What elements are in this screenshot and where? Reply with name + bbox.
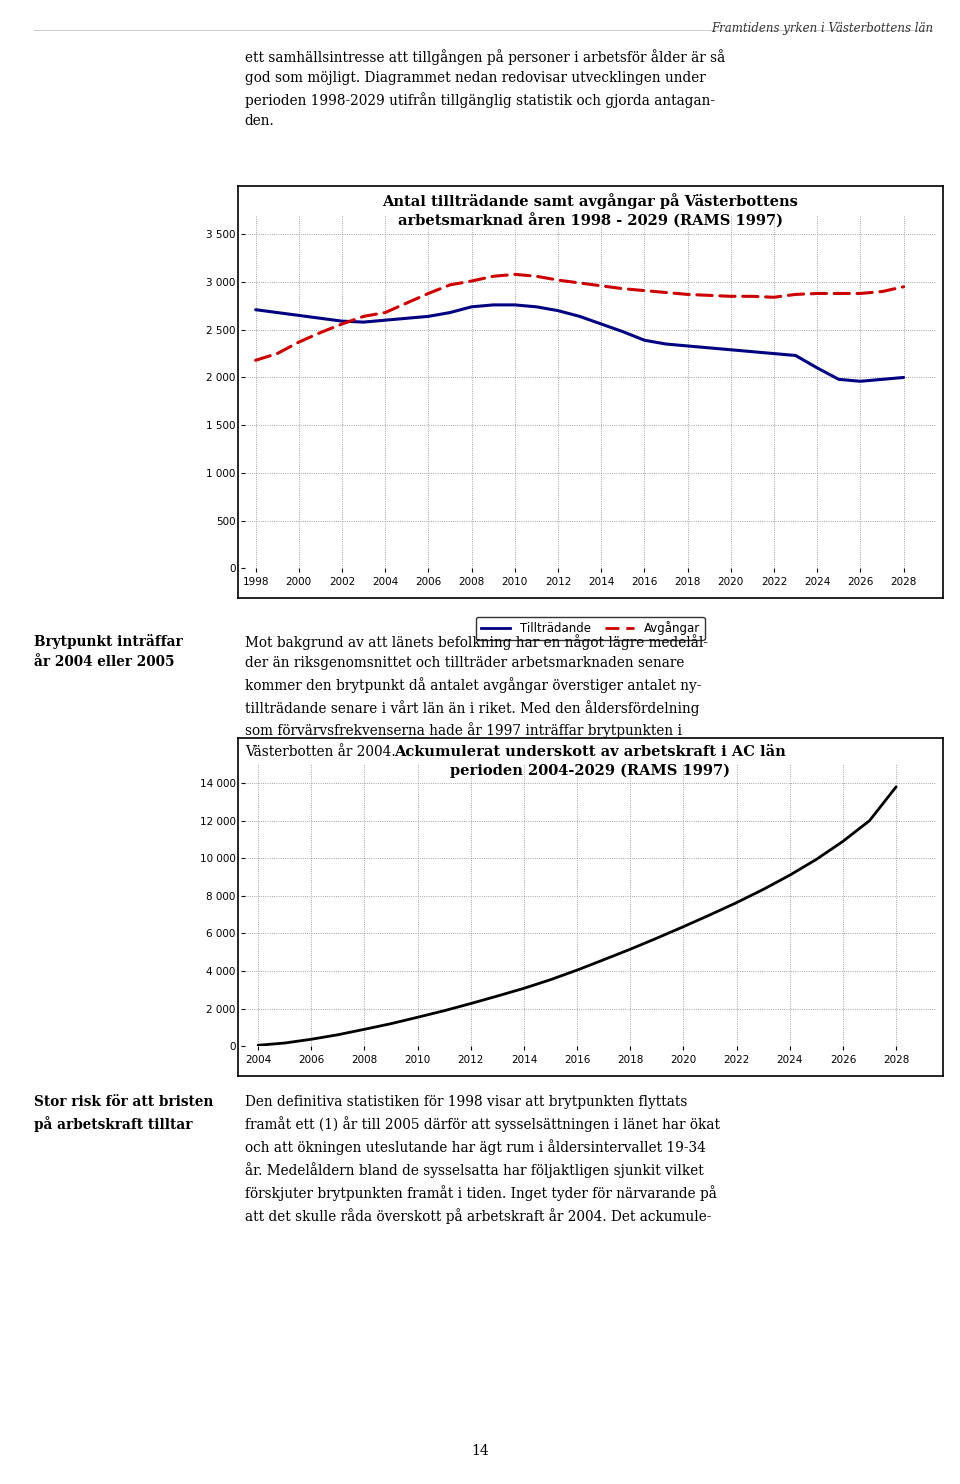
Text: Ackumulerat underskott av arbetskraft i AC län
perioden 2004-2029 (RAMS 1997): Ackumulerat underskott av arbetskraft i … bbox=[395, 745, 786, 778]
Text: ett samhällsintresse att tillgången på personer i arbetsför ålder är så
god som : ett samhällsintresse att tillgången på p… bbox=[245, 49, 725, 128]
Text: Mot bakgrund av att länets befolkning har en något lägre medelål-
der än riksgen: Mot bakgrund av att länets befolkning ha… bbox=[245, 634, 708, 758]
Text: Framtidens yrken i Västerbottens län: Framtidens yrken i Västerbottens län bbox=[711, 22, 933, 36]
Text: Brytpunkt inträffar
år 2004 eller 2005: Brytpunkt inträffar år 2004 eller 2005 bbox=[34, 634, 182, 669]
Text: Antal tillträdande samt avgångar på Västerbottens
arbetsmarknad åren 1998 - 2029: Antal tillträdande samt avgångar på Väst… bbox=[382, 193, 799, 229]
Text: Stor risk för att bristen
på arbetskraft tilltar: Stor risk för att bristen på arbetskraft… bbox=[34, 1095, 213, 1132]
Text: 14: 14 bbox=[471, 1444, 489, 1459]
Legend: Tillträdande, Avgångar: Tillträdande, Avgångar bbox=[476, 617, 705, 640]
Text: Den definitiva statistiken för 1998 visar att brytpunkten flyttats
framåt ett (1: Den definitiva statistiken för 1998 visa… bbox=[245, 1095, 720, 1224]
